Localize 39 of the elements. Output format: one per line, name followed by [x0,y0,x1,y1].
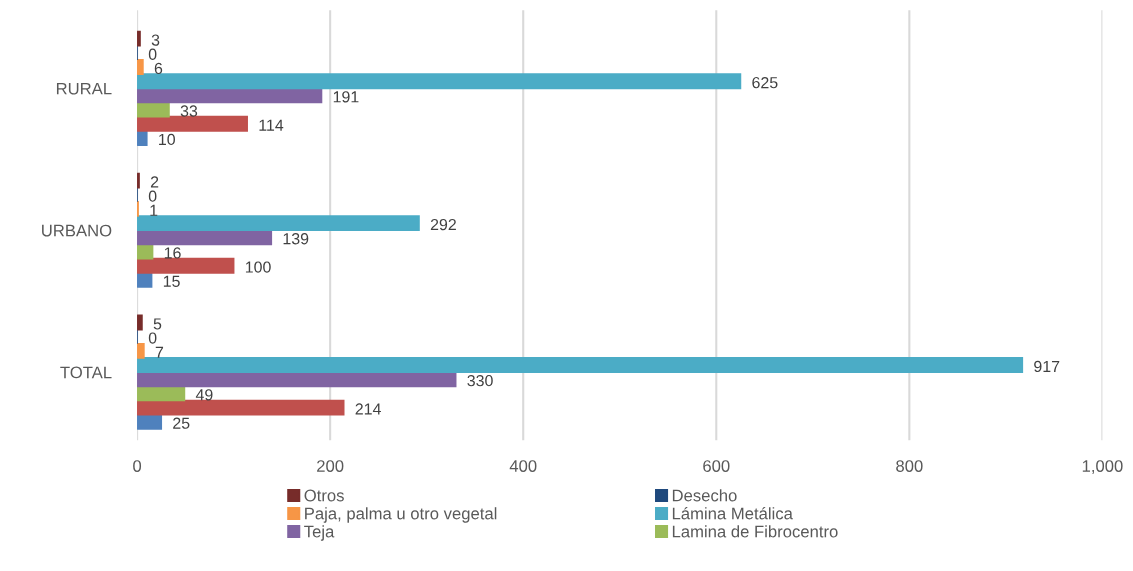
data-label: 214 [355,403,381,415]
x-tick-label: 800 [896,460,923,472]
legend-label: Paja, palma u otro vegetal [305,507,497,523]
data-label: 25 [173,417,190,429]
data-label: 3 [151,34,160,46]
data-label: 917 [1034,360,1060,373]
data-label: 49 [195,389,213,401]
legend-label: Lamina de Fibrocentro [672,525,838,538]
legend-label: Lámina Metálica [672,507,793,520]
data-label: 33 [180,105,198,117]
data-label: 1 [150,204,158,216]
x-tick-label: 0 [133,460,142,472]
data-label: 292 [430,218,456,231]
data-label: 6 [154,62,163,75]
data-label: 114 [259,119,284,131]
data-label: 330 [467,374,493,387]
y-tick-label: RURAL [56,82,112,95]
data-label: 625 [752,76,778,89]
data-label: 10 [159,133,175,146]
x-tick-label: 200 [317,460,344,472]
legend-label: Otros [304,489,344,502]
y-tick-label: URBANO [42,224,112,237]
data-label: 0 [148,48,157,60]
data-label: 16 [164,247,181,259]
data-label: 5 [153,318,162,330]
data-label: 7 [155,346,164,358]
y-tick-label: TOTAL [60,366,112,379]
data-label: 139 [283,233,309,245]
legend-label: Teja [304,525,335,541]
legend-label: Desecho [672,489,737,502]
x-tick-label: 600 [703,460,730,472]
x-tick-label: 1,000 [1082,460,1123,474]
data-label: 100 [245,261,271,273]
x-tick-label: 400 [509,460,537,472]
data-label: 191 [333,91,359,103]
data-label: 2 [150,176,159,188]
data-label: 0 [148,190,157,202]
data-label: 15 [163,275,180,287]
data-label: 0 [148,332,157,344]
